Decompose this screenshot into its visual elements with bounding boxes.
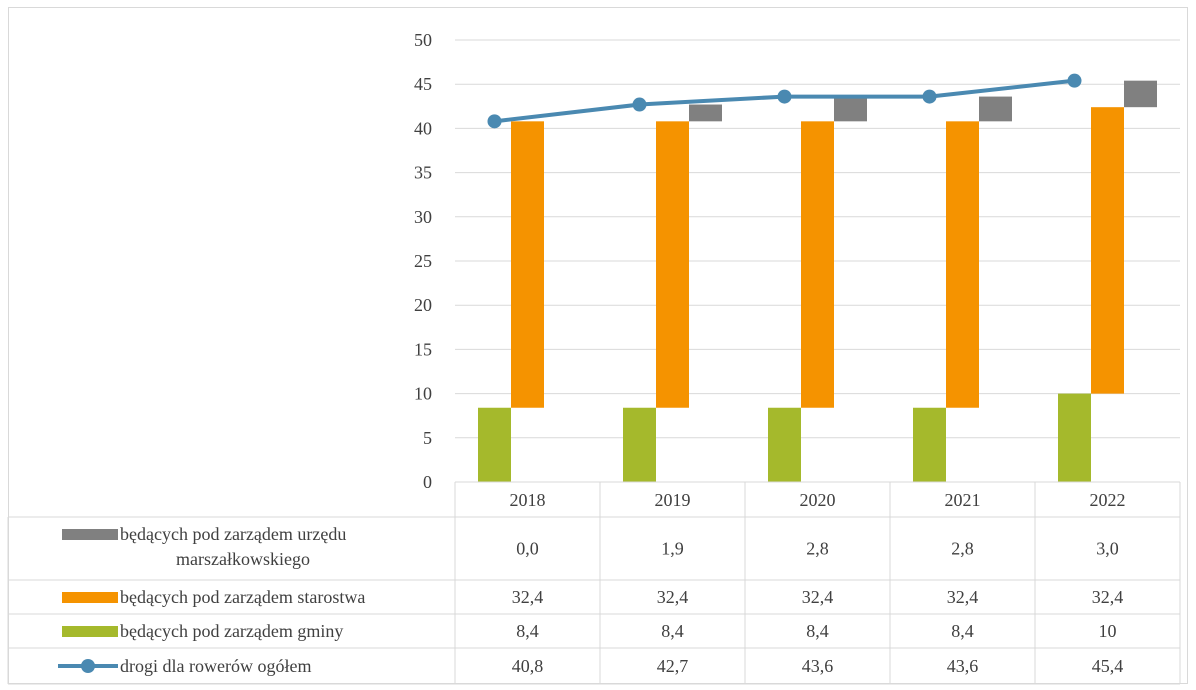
line-point: [487, 114, 502, 129]
y-tick-label: 15: [414, 339, 432, 359]
legend-label: drogi dla rowerów ogółem: [120, 656, 311, 676]
bar-starostwo: [656, 121, 689, 408]
y-tick-label: 35: [414, 163, 432, 183]
y-tick-label: 5: [423, 428, 432, 448]
table-cell-value: 1,9: [661, 539, 684, 559]
table-cell-value: 43,6: [802, 656, 834, 676]
x-category-label: 2021: [945, 490, 981, 510]
table-cell-value: 32,4: [1092, 587, 1124, 607]
y-tick-label: 30: [414, 207, 432, 227]
bar-gmina: [623, 407, 656, 482]
bar-gmina: [478, 407, 511, 482]
bar-starostwo: [801, 121, 834, 408]
table-cell-value: 42,7: [657, 656, 689, 676]
table-cell-value: 45,4: [1092, 656, 1124, 676]
table-cell-value: 32,4: [512, 587, 544, 607]
table-row-ogolem: drogi dla rowerów ogółem 40,8 42,7 43,6 43,6…: [58, 656, 1123, 676]
bar-gmina: [1058, 393, 1091, 482]
table-cell-value: 43,6: [947, 656, 979, 676]
y-tick-label: 25: [414, 251, 432, 271]
table-cell-value: 2,8: [951, 539, 974, 559]
y-tick-label: 50: [414, 30, 432, 50]
data-table: 2018 2019 2020 2021 2022 będących pod zarząde…: [7, 481, 1181, 685]
y-axis-ticks: 0 5 10 15 20 25 30 35 40 45 50: [414, 30, 432, 492]
table-cell-value: 8,4: [516, 621, 539, 641]
table-cell-value: 32,4: [947, 587, 979, 607]
x-category-label: 2022: [1090, 490, 1126, 510]
y-tick-label: 40: [414, 118, 432, 138]
line-point: [632, 97, 647, 112]
legend-swatch-gmina: [62, 626, 118, 637]
x-category-label: 2020: [800, 490, 836, 510]
table-cell-value: 32,4: [802, 587, 834, 607]
x-category-label: 2018: [510, 490, 546, 510]
table-cell-value: 10: [1099, 621, 1117, 641]
bar-starostwo: [511, 121, 544, 408]
table-row-starostwo: będących pod zarządem starostwa 32,4 32,4 3…: [62, 587, 1123, 607]
table-row-gmina: będących pod zarządem gminy 8,4 8,4 8,4 8,4 1…: [62, 621, 1117, 641]
legend-label: będących pod zarządem urzędu: [120, 524, 346, 544]
table-cell-value: 8,4: [951, 621, 974, 641]
bar-gmina: [913, 407, 946, 482]
bar-starostwo: [1091, 107, 1124, 394]
table-row-urzad: będących pod zarządem urzędu marszałkowsk…: [62, 524, 1119, 569]
bars: [478, 80, 1157, 482]
bar-urzad: [1124, 80, 1157, 108]
y-tick-label: 10: [414, 384, 432, 404]
line-point: [922, 89, 937, 104]
legend-label: marszałkowskiego: [176, 549, 310, 569]
bar-gmina: [768, 407, 801, 482]
line-point: [1067, 73, 1082, 88]
line-point: [777, 89, 792, 104]
table-cell-value: 8,4: [661, 621, 684, 641]
bar-urzad: [834, 96, 867, 122]
y-tick-label: 45: [414, 74, 432, 94]
y-tick-label: 0: [423, 472, 432, 492]
legend-label: będących pod zarządem gminy: [120, 621, 343, 641]
total-line: [487, 73, 1082, 129]
bar-starostwo: [946, 121, 979, 408]
legend-marker-icon: [81, 659, 95, 673]
table-cell-value: 40,8: [512, 656, 544, 676]
bar-urzad: [979, 96, 1012, 122]
table-cell-value: 0,0: [516, 539, 539, 559]
table-cell-value: 8,4: [806, 621, 829, 641]
y-tick-label: 20: [414, 295, 432, 315]
bar-urzad: [689, 104, 722, 122]
x-category-label: 2019: [655, 490, 691, 510]
table-cell-value: 2,8: [806, 539, 829, 559]
legend-label: będących pod zarządem starostwa: [120, 587, 365, 607]
legend-swatch-urzad: [62, 529, 118, 540]
table-cell-value: 3,0: [1096, 539, 1119, 559]
table-cell-value: 32,4: [657, 587, 689, 607]
legend-swatch-starostwo: [62, 592, 118, 603]
